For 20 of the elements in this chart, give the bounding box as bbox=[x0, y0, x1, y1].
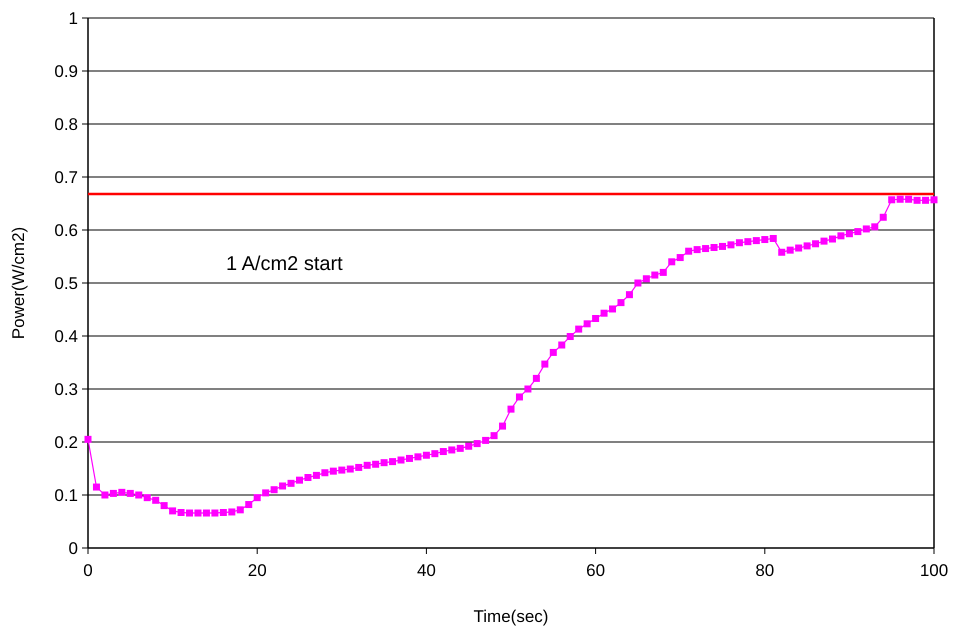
y-tick-label: 0.2 bbox=[54, 432, 78, 452]
y-tick-label: 0.5 bbox=[54, 274, 78, 293]
y-tick-label: 0.3 bbox=[54, 380, 78, 399]
y-tick-label: 0.4 bbox=[54, 326, 78, 346]
annotation: 1 A/cm2 start bbox=[226, 253, 344, 275]
x-tick-label: 100 bbox=[920, 561, 948, 580]
x-tick-label: 0 bbox=[83, 561, 93, 580]
y-tick-label: 0 bbox=[68, 538, 78, 558]
x-axis-title: Time(sec) bbox=[474, 607, 548, 626]
x-tick-label: 60 bbox=[586, 561, 606, 580]
y-tick-label: 0.7 bbox=[54, 168, 78, 187]
x-tick-label: 20 bbox=[248, 561, 267, 580]
y-tick-label: 0.1 bbox=[54, 486, 78, 505]
x-tick-label: 40 bbox=[416, 561, 436, 580]
y-tick-label: 0.6 bbox=[54, 220, 78, 240]
y-tick-label: 0.8 bbox=[54, 114, 78, 134]
x-tick-label: 80 bbox=[755, 561, 774, 580]
y-tick-label: 1 bbox=[68, 8, 78, 28]
y-tick-label: 0.9 bbox=[54, 62, 78, 81]
y-axis-title: Power(W/cm2) bbox=[9, 226, 28, 340]
